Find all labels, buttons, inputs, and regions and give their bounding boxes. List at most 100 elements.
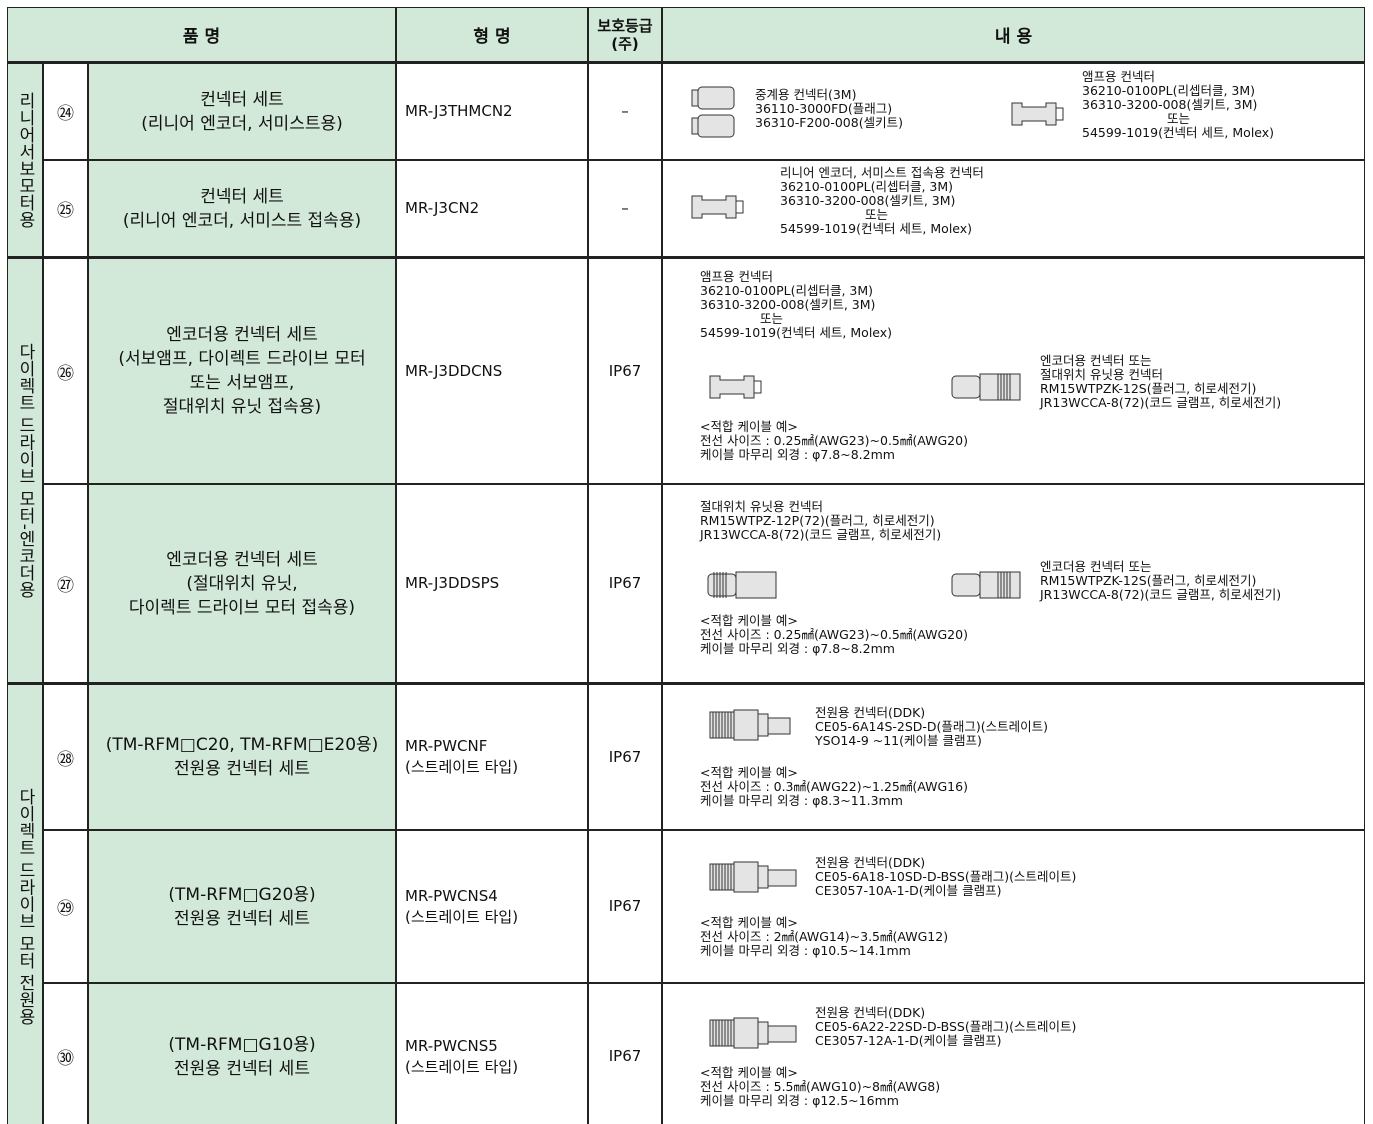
header-cell: 품 명 <box>7 7 396 62</box>
item-model-line: MR-PWCNS5 <box>405 1036 498 1055</box>
item-model-line: (스트레이트 타입) <box>405 758 519 776</box>
item-name-line: 컨넥터 세트 <box>200 89 284 110</box>
content-line: 36210-0100PL(리셉터클, 3M) <box>780 179 954 194</box>
group-label-text: 다이렉트 드라이브 모터 전원용 <box>15 788 35 1026</box>
header-protection: 보호등급 <box>597 16 653 35</box>
content-line: 전선 사이즈 : 0.3㎟(AWG22)~1.25㎟(AWG16) <box>700 779 968 794</box>
item-model: MR-PWCNS4 (스트레이트 타입) <box>396 830 588 983</box>
item-name-line: (서보앰프, 다이렉트 드라이브 모터 <box>118 349 366 369</box>
content-block: 전원용 컨넥터(DDK) CE05-6A22-22SD-D-BSS(플래그)(스트… <box>815 1006 1076 1048</box>
connector-part <box>691 89 699 107</box>
content-line: 케이블 마무리 외경 : φ7.8~8.2mm <box>700 447 895 462</box>
item-protection: – <box>588 160 662 257</box>
content-line: 절대위치 유닛용 컨넥터 <box>1040 367 1163 382</box>
content-line: 54599-1019(컨넥터 세트, Molex) <box>700 325 893 340</box>
item-content <box>662 160 1365 257</box>
content-block: <적합 케이블 예> 전선 사이즈 : 0.25㎟(AWG23)~0.5㎟(AWG… <box>700 614 968 656</box>
item-name-line: 전원용 컨넥터 세트 <box>174 1058 310 1079</box>
item-model-line: MR-PWCNS4 <box>405 886 498 905</box>
connector-part <box>951 573 981 597</box>
content-line: <적합 케이블 예> <box>700 613 798 628</box>
item-name: 컨넥터 세트 (리니어 엔코더, 서미스트용) <box>88 62 396 160</box>
item-number-text: ㉕ <box>57 201 74 221</box>
connector-part <box>757 713 769 737</box>
content-line: 앰프용 컨넥터 <box>700 269 773 284</box>
item-model-line: MR-J3CN2 <box>405 199 480 217</box>
item-model-line: MR-PWCNF <box>405 737 488 755</box>
connector-part <box>757 865 769 889</box>
item-model-line: (스트레이트 타입) <box>405 907 519 926</box>
connector-part <box>767 869 797 887</box>
connector-part <box>1011 102 1057 126</box>
item-name-line: (TM-RFM□C20, TM-RFM□E20용) <box>105 735 379 755</box>
content-line: 36310-F200-008(셀키트) <box>755 115 903 130</box>
content-line: 전선 사이즈 : 0.25㎟(AWG23)~0.5㎟(AWG20) <box>700 627 968 642</box>
content-line: RM15WTPZK-12S(플러그, 히로세전기) <box>1040 381 1257 396</box>
group-label: 다이렉트 드라이브 모터-엔코더용 <box>7 257 43 683</box>
item-content <box>662 830 1365 983</box>
content-block: 앰프용 컨넥터 36210-0100PL(리셉터클, 3M) 36310-3200-… <box>1082 70 1274 140</box>
item-content <box>662 484 1365 683</box>
item-name-line: 전원용 컨넥터 세트 <box>174 759 310 779</box>
content-line: 36210-0100PL(리셉터클, 3M) <box>700 283 874 298</box>
content-block: 엔코더용 컨넥터 또는 RM15WTPZK-12S(플러그, 히로세전기) JR13… <box>1040 560 1281 602</box>
item-number-text: ㉔ <box>57 104 74 124</box>
content-line: JR13WCCA-8(72)(코드 글램프, 히로세전기) <box>700 527 942 542</box>
content-line: 36210-0100PL(리셉터클, 3M) <box>1082 83 1256 98</box>
content-line: 전선 사이즈 : 0.25㎟(AWG23)~0.5㎟(AWG20) <box>700 433 968 448</box>
header-content: 내 용 <box>994 27 1033 47</box>
item-model: MR-J3THMCN2 <box>396 62 588 160</box>
item-name: (TM-RFM□G20용) 전원용 컨넥터 세트 <box>88 830 396 983</box>
item-model: MR-J3DDSPS <box>396 484 588 683</box>
item-model-line: MR-J3DDCNS <box>405 361 503 380</box>
content-line: CE3057-10A-1-D(케이블 클램프) <box>815 883 1002 898</box>
content-line: 또는 <box>1167 111 1191 126</box>
content-block: <적합 케이블 예> 전선 사이즈 : 0.3㎟(AWG22)~1.25㎟(AWG… <box>700 766 968 808</box>
connector-part <box>753 380 762 394</box>
content-line: CE05-6A22-22SD-D-BSS(플래그)(스트레이트) <box>815 1019 1077 1034</box>
group-label-text: 리니어서보모터용 <box>15 92 35 228</box>
item-model: MR-PWCNS5 (스트레이트 타입) <box>396 983 588 1124</box>
item-model: MR-J3DDCNS <box>396 257 588 484</box>
content-block: 전원용 컨넥터(DDK) CE05-6A14S-2SD-D(플래그)(스트레이트)… <box>815 706 1048 748</box>
group-label: 다이렉트 드라이브 모터 전원용 <box>7 683 43 1124</box>
connector-part <box>767 1025 797 1043</box>
content-block: 앰프용 컨넥터 36210-0100PL(리셉터클, 3M) 36310-3200-… <box>700 270 892 340</box>
content-line: 앰프용 컨넥터 <box>1082 69 1155 84</box>
connector-part <box>709 375 755 399</box>
item-number-text: ㉙ <box>57 899 74 919</box>
content-block: 전원용 컨넥터(DDK) CE05-6A18-10SD-D-BSS(플래그)(스트… <box>815 856 1076 898</box>
content-line: 중계용 컨넥터(3M) <box>755 87 857 102</box>
item-number: ㉙ <box>43 830 88 983</box>
item-number-text: ㉗ <box>57 576 74 596</box>
item-name: 엔코더용 컨넥터 세트 (서보앰프, 다이렉트 드라이브 모터 또는 서보앰프, 절대… <box>88 257 396 484</box>
connector-part <box>733 1017 759 1049</box>
item-protection-text: IP67 <box>608 361 642 380</box>
connector-part <box>757 1021 769 1045</box>
connector-part <box>979 571 1021 599</box>
item-name: (TM-RFM□G10용) 전원용 컨넥터 세트 <box>88 983 396 1124</box>
group-label: 리니어서보모터용 <box>7 62 43 257</box>
content-line: 또는 <box>865 207 889 222</box>
content-block: <적합 케이블 예> 전선 사이즈 : 5.5㎟(AWG10)~8㎟(AWG8) 케… <box>700 1066 940 1108</box>
content-line: <적합 케이블 예> <box>700 1065 798 1080</box>
header-cell: 내 용 <box>662 7 1365 62</box>
content-block: 중계용 컨넥터(3M) 36110-3000FD(플래그) 36310-F200-0… <box>755 88 903 130</box>
item-name-line: 엔코더용 컨넥터 세트 <box>166 325 318 345</box>
content-line: 전선 사이즈 : 5.5㎟(AWG10)~8㎟(AWG8) <box>700 1079 941 1094</box>
connector-part <box>697 114 735 138</box>
item-content <box>662 983 1365 1124</box>
item-name-line: (TM-RFM□G10용) <box>168 1034 316 1055</box>
content-line: 전원용 컨넥터(DDK) <box>815 705 926 720</box>
header-protection: (주) <box>611 34 639 53</box>
item-protection: IP67 <box>588 257 662 484</box>
content-block: <적합 케이블 예> 전선 사이즈 : 0.25㎟(AWG23)~0.5㎟(AWG… <box>700 420 968 462</box>
item-model: MR-PWCNF (스트레이트 타입) <box>396 683 588 830</box>
item-protection-text: – <box>621 199 629 217</box>
connector-part <box>767 717 791 735</box>
content-block: 엔코더용 컨넥터 또는 절대위치 유닛용 컨넥터 RM15WTPZK-12S(플러그… <box>1040 354 1281 410</box>
item-model-line: (스트레이트 타입) <box>405 1057 519 1076</box>
content-line: 엔코더용 컨넥터 또는 <box>1040 559 1152 574</box>
item-protection: IP67 <box>588 484 662 683</box>
